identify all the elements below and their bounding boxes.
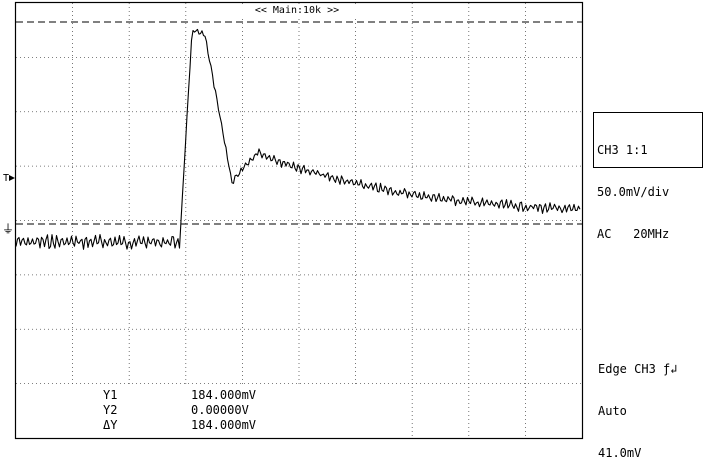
- timebase-label: << Main:10k >>: [255, 5, 339, 16]
- cursor-y2-value: 0.00000V: [191, 403, 249, 417]
- cursor-y1-value: 184.000mV: [191, 388, 256, 402]
- trigger-type-source-slope: Edge CH3 ƒ↲: [598, 362, 678, 376]
- trigger-level-value: 41.0mV: [598, 446, 642, 460]
- channel-settings-panel[interactable]: CH3 1:1 50.0mV/div AC 20MHz: [593, 112, 703, 241]
- cursor-delta-value: 184.000mV: [191, 418, 256, 432]
- cursor-delta-label: ΔY: [103, 418, 118, 432]
- ch3-waveform-trace: [15, 28, 581, 250]
- cursor-y2-label: Y2: [103, 403, 117, 417]
- graticule-grid: [16, 3, 582, 438]
- ground-marker: ⏚: [2, 222, 14, 236]
- trigger-level-marker: T: [3, 173, 9, 184]
- trigger-settings-panel[interactable]: Edge CH3 ƒ↲ Auto 41.0mV: [598, 334, 677, 474]
- channel-probe-ratio: CH3 1:1: [597, 143, 648, 157]
- trigger-level-arrow: [9, 175, 15, 181]
- channel-volts-per-div: 50.0mV/div: [597, 185, 670, 199]
- trigger-mode: Auto: [598, 404, 627, 418]
- cursor-readout-bg: [60, 385, 360, 437]
- cursor-y1-label: Y1: [103, 388, 117, 402]
- oscilloscope-screen: << Main:10k >> T ⏚ Y1 184.000mV Y2 0.000…: [2, 1, 584, 440]
- channel-coupling-bandwidth: AC 20MHz: [597, 227, 670, 241]
- timebase-label-bg: [236, 4, 358, 16]
- cursor-readout: Y1 184.000mV Y2 0.00000V ΔY 184.000mV: [103, 388, 256, 432]
